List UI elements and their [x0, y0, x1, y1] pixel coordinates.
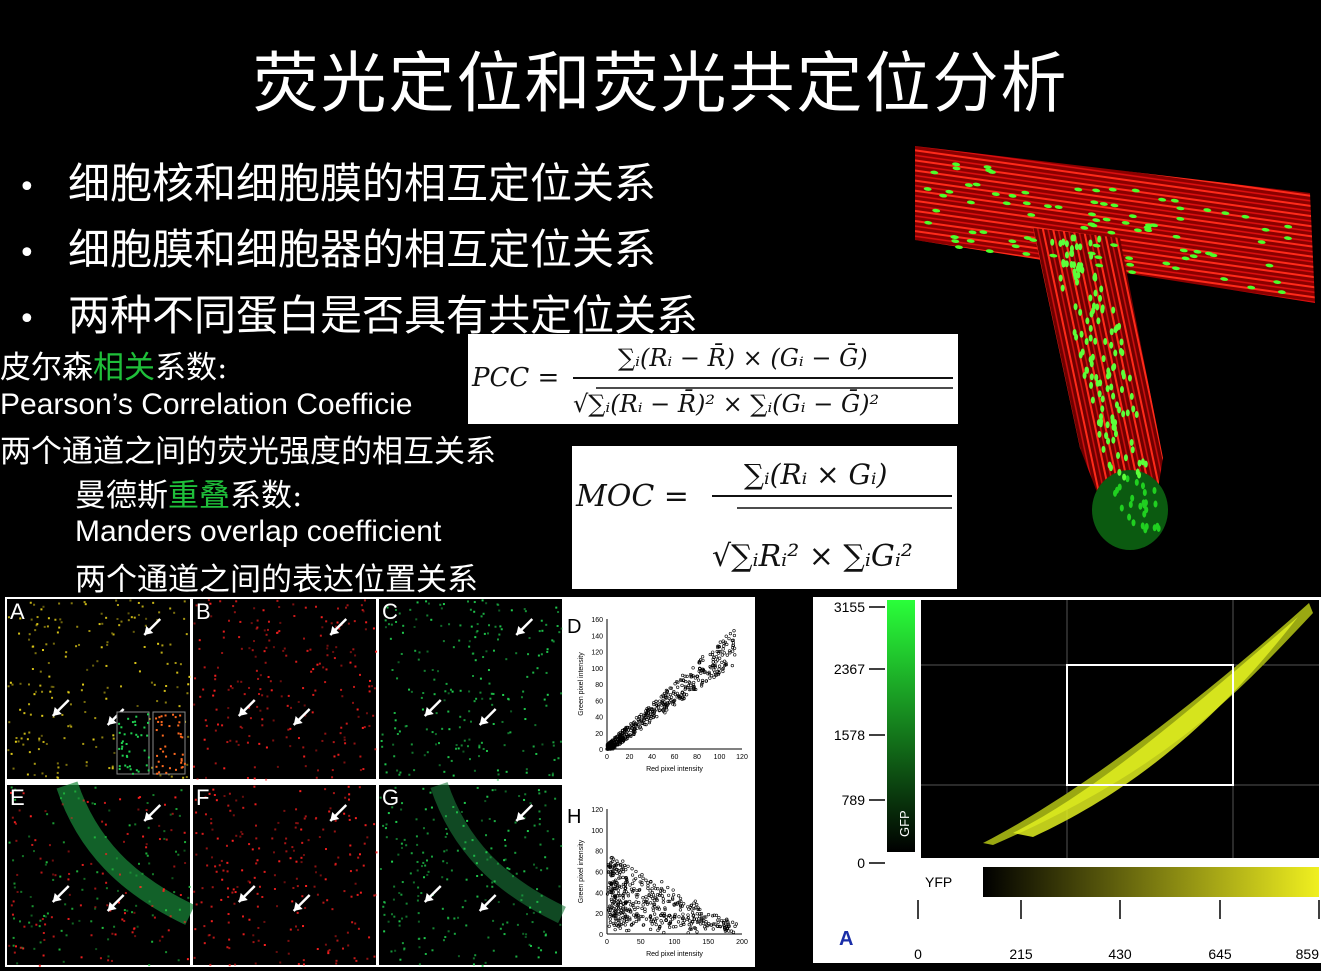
pearson-highlight: 相关: [93, 350, 155, 386]
micrograph-grid: A B C E F G D 0 20 40 60 80 100 120 140 160 0 20 40 60 80 100…: [7, 599, 748, 967]
y-tick-label: 160: [591, 617, 603, 624]
y-tick-label: 100: [591, 666, 603, 673]
y-tick-label: 60: [595, 870, 603, 877]
panel-letter: E: [10, 785, 25, 810]
x-tick-label: 859: [1296, 946, 1320, 962]
y-tick-label: 0: [857, 855, 865, 871]
moc-numerator: ∑ᵢ(Rᵢ × Gᵢ): [744, 458, 887, 491]
manders-english: Manders overlap coefficient: [75, 515, 442, 548]
gfp-colorbar: [887, 600, 915, 852]
y-axis-label: Green pixel intensity: [578, 652, 585, 716]
slide-title: 荧光定位和荧光共定位分析: [252, 45, 1069, 122]
x-tick-label: 80: [693, 754, 701, 761]
manders-description: 两个通道之间的表达位置关系: [75, 562, 478, 598]
y-tick-label: 20: [595, 911, 603, 918]
pcc-numerator: ∑ᵢ(Rᵢ − R̄) × (Gᵢ − Ḡ): [618, 343, 868, 372]
micrograph-panel: G: [379, 782, 566, 967]
panel-letter: B: [196, 599, 211, 624]
manders-heading: 曼德斯重叠系数:: [75, 478, 303, 514]
panel-letter: H: [567, 806, 581, 828]
x-tick-label: 645: [1208, 946, 1232, 962]
moc-denominator: √∑ᵢRᵢ² × ∑ᵢGᵢ²: [712, 539, 913, 574]
micrograph-panel: B: [193, 599, 378, 781]
scatter-plot: D 0 20 40 60 80 100 120 140 160 0 20 40 60 80 100 120 Red…: [567, 616, 748, 773]
tissue-fluorescence-image: [915, 118, 1321, 558]
x-axis-label: Red pixel intensity: [646, 766, 703, 773]
y-tick-label: 60: [595, 698, 603, 705]
panel-letter: F: [196, 785, 209, 810]
y-tick-label: 100: [591, 828, 603, 835]
panel-letter: C: [382, 599, 398, 624]
x-tick-label: 60: [671, 754, 679, 761]
panel-letter: G: [382, 785, 399, 810]
cytofluorogram-graphic: GFP 3155 2367 1578 789 0 YFP 0 215 430 645 859 A: [834, 599, 1320, 962]
x-tick-label: 200: [736, 939, 748, 946]
scatter-plot: H 0 20 40 60 80 100 120 0 50 100 150 200 Red pixel in…: [567, 806, 748, 958]
micrograph-panel: F: [193, 785, 378, 967]
roi-box: [1066, 664, 1234, 786]
panel-letter: D: [567, 616, 581, 638]
x-tick-label: 100: [714, 754, 726, 761]
moc-formula-graphic: MOC = ∑ᵢ(Rᵢ × Gᵢ) √∑ᵢRᵢ² × ∑ᵢGᵢ²: [575, 458, 952, 574]
green-nuclei: [923, 162, 1293, 534]
x-tick-label: 20: [626, 754, 634, 761]
y-tick-label: 3155: [834, 599, 865, 615]
y-tick-label: 20: [595, 731, 603, 738]
x-tick-label: 215: [1009, 946, 1033, 962]
micrograph-panel: C: [379, 599, 563, 781]
scatter-area: [921, 600, 1319, 858]
x-tick-label: 100: [669, 939, 681, 946]
pearson-heading: 皮尔森相关系数:: [0, 350, 228, 386]
y-tick-label: 789: [842, 792, 866, 808]
yfp-channel-label: YFP: [925, 874, 952, 890]
x-tick-label: 150: [702, 939, 714, 946]
pearson-description: 两个通道之间的荧光强度的相互关系: [0, 434, 496, 470]
pcc-denominator: √∑ᵢ(Rᵢ − R̄)² × ∑ᵢ(Gᵢ − Ḡ)²: [573, 389, 879, 418]
y-tick-label: 0: [599, 932, 603, 939]
y-tick-label: 1578: [834, 727, 865, 743]
pcc-formula-graphic: PCC = ∑ᵢ(Rᵢ − R̄) × (Gᵢ − Ḡ) √∑ᵢ(Rᵢ − R̄…: [471, 343, 953, 418]
panel-letter: A: [839, 928, 853, 950]
gfp-channel-label: GFP: [897, 810, 912, 837]
x-tick-label: 50: [637, 939, 645, 946]
red-fiber-bundle: [915, 146, 1315, 303]
cytofluorogram-figure: GFP 3155 2367 1578 789 0 YFP 0 215 430 645 859 A: [813, 597, 1321, 963]
bullet-item: • 细胞膜和细胞器的相互定位关系: [18, 225, 657, 274]
y-axis-label: Green pixel intensity: [578, 839, 585, 903]
yfp-colorbar: [983, 867, 1319, 897]
manders-highlight: 重叠: [168, 478, 230, 514]
moc-formula: MOC = ∑ᵢ(Rᵢ × Gᵢ) √∑ᵢRᵢ² × ∑ᵢGᵢ²: [572, 446, 957, 589]
y-tick-label: 80: [595, 849, 603, 856]
green-nuclei-cluster: [1092, 470, 1168, 550]
y-tick-label: 40: [595, 890, 603, 897]
bullet-item: • 两种不同蛋白是否具有共定位关系: [18, 291, 699, 340]
micrograph-panel: E: [7, 781, 195, 967]
moc-lhs: MOC =: [575, 479, 689, 514]
y-tick-label: 0: [599, 747, 603, 754]
pearson-english: Pearson’s Correlation Coefficie: [0, 388, 413, 421]
x-tick-label: 430: [1108, 946, 1132, 962]
y-tick-label: 40: [595, 715, 603, 722]
x-tick-label: 0: [605, 939, 609, 946]
x-tick-label: 120: [736, 754, 748, 761]
bullet-item: • 细胞核和细胞膜的相互定位关系: [18, 159, 657, 208]
y-tick-label: 140: [591, 633, 603, 640]
x-tick-label: 0: [605, 754, 609, 761]
pcc-lhs: PCC =: [471, 363, 559, 393]
colocalization-figure: A B C E F G D 0 20 40 60 80 100 120 140 160 0 20 40 60 80 100…: [5, 597, 755, 967]
y-tick-label: 80: [595, 682, 603, 689]
x-tick-label: 0: [914, 946, 922, 962]
y-tick-label: 2367: [834, 661, 865, 677]
x-tick-label: 40: [648, 754, 656, 761]
y-tick-label: 120: [591, 807, 603, 814]
y-tick-label: 120: [591, 650, 603, 657]
pcc-formula: PCC = ∑ᵢ(Rᵢ − R̄) × (Gᵢ − Ḡ) √∑ᵢ(Rᵢ − R̄…: [468, 334, 958, 424]
tissue-graphic: [915, 146, 1315, 550]
x-axis-label: Red pixel intensity: [646, 951, 703, 958]
panel-letter: A: [10, 599, 25, 624]
